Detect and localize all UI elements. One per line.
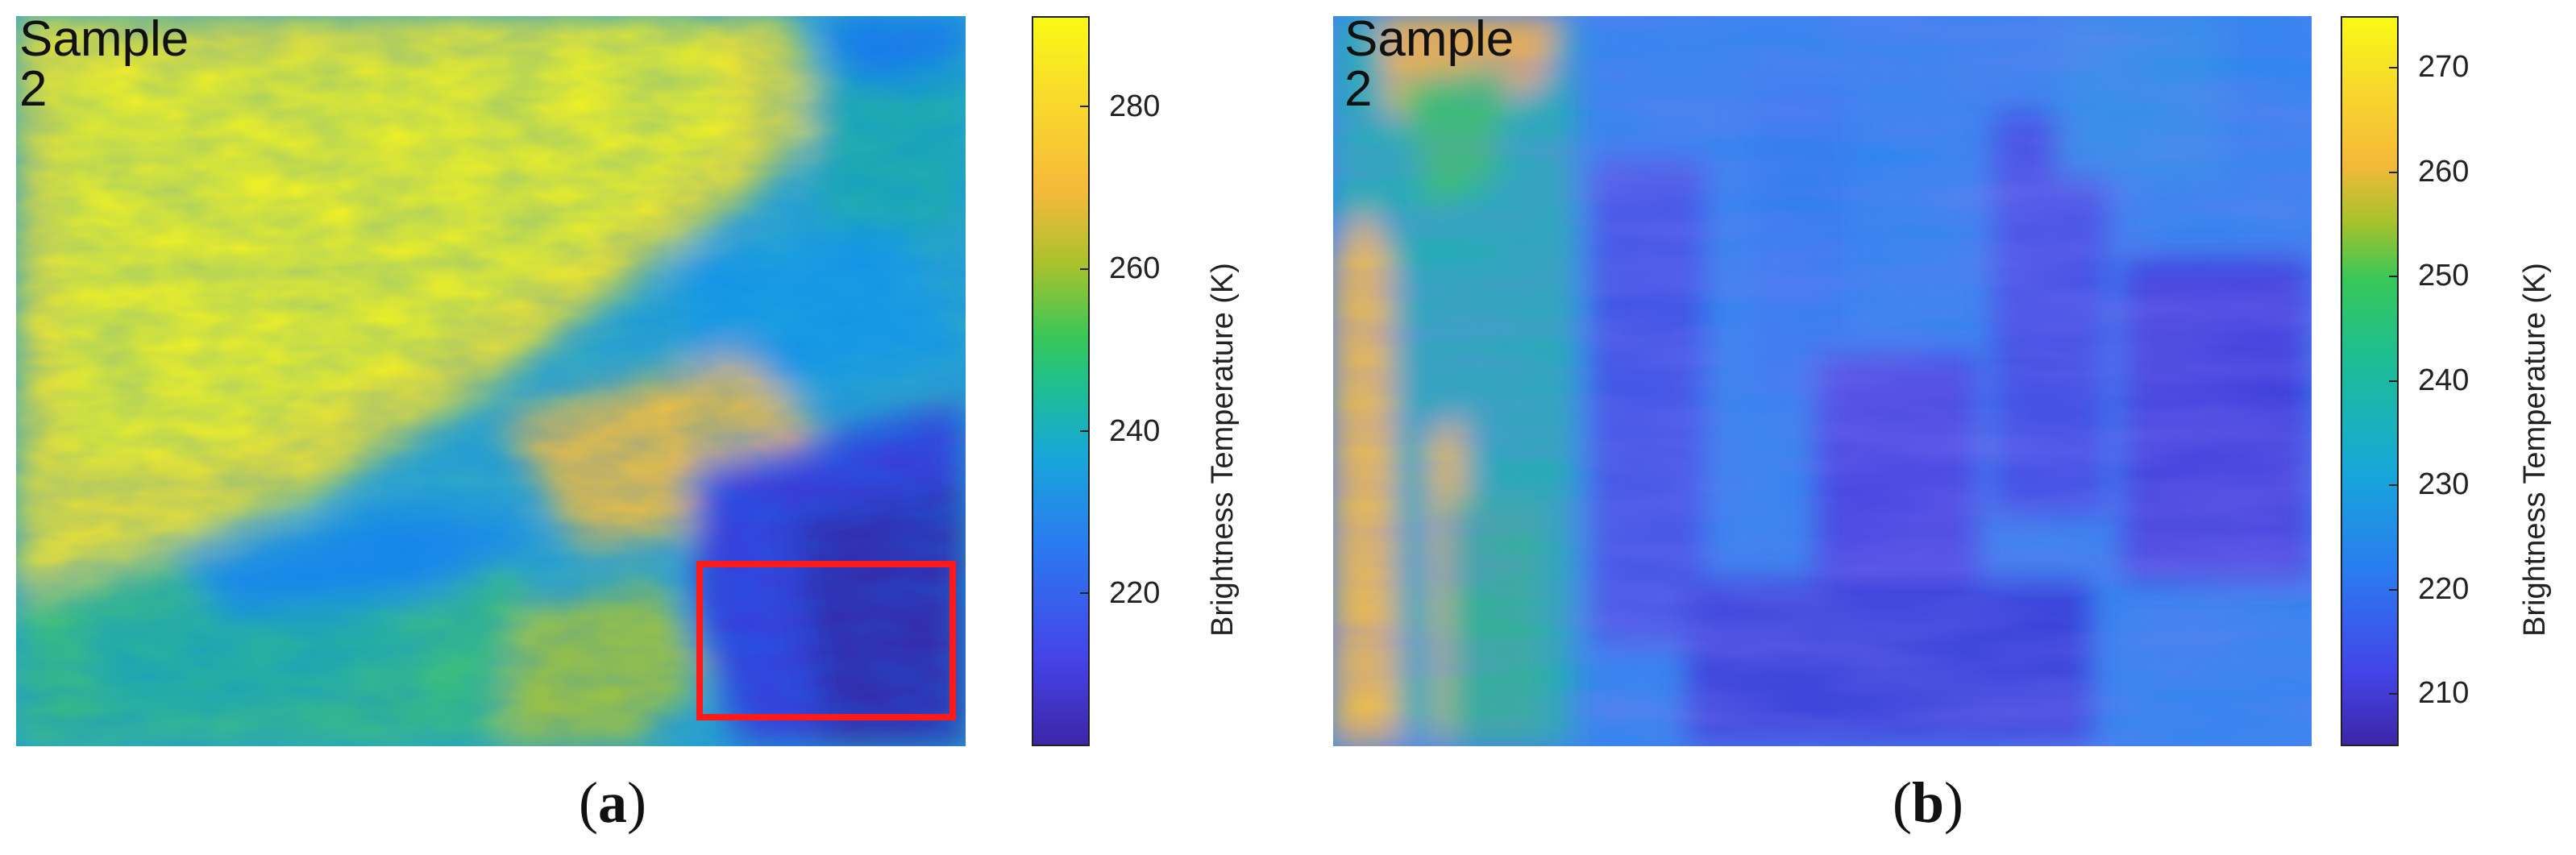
sample-label-a: Sample 2 xyxy=(19,11,189,117)
colorbar-b-title: Brightness Temperature (K) xyxy=(2518,263,2552,637)
caption-b: (b) xyxy=(1893,770,1964,835)
colorbar-a-tick-label: 260 xyxy=(1109,251,1161,285)
colorbar-a-title: Brightness Temperature (K) xyxy=(1206,263,1240,637)
colorbar-b-tick-label: 220 xyxy=(2418,572,2470,606)
heatmap-b-image xyxy=(1333,16,2312,746)
heatmap-a xyxy=(16,16,966,746)
colorbar-b-tick-label: 250 xyxy=(2418,259,2470,293)
colorbar-b-tick-label: 240 xyxy=(2418,363,2470,397)
colorbar-a-tick-label: 240 xyxy=(1109,414,1161,448)
sample-label-b: Sample 2 xyxy=(1344,11,1514,117)
colorbar-b-tick-label: 210 xyxy=(2418,676,2470,710)
caption-b-letter: b xyxy=(1911,770,1945,835)
colorbar-b-tick-label: 260 xyxy=(2418,155,2470,189)
zoom-region-box xyxy=(696,561,956,720)
caption-a-letter: a xyxy=(597,770,627,835)
colorbar-a-tick-label: 280 xyxy=(1109,89,1161,123)
heatmap-b xyxy=(1333,16,2312,746)
colorbar-a xyxy=(1032,16,1090,746)
caption-a: (a) xyxy=(579,770,646,835)
colorbar-a-tick-label: 220 xyxy=(1109,576,1161,610)
heatmap-a-image xyxy=(16,16,966,746)
colorbar-b-tick-label: 270 xyxy=(2418,50,2470,84)
colorbar-b-tick-label: 230 xyxy=(2418,467,2470,501)
